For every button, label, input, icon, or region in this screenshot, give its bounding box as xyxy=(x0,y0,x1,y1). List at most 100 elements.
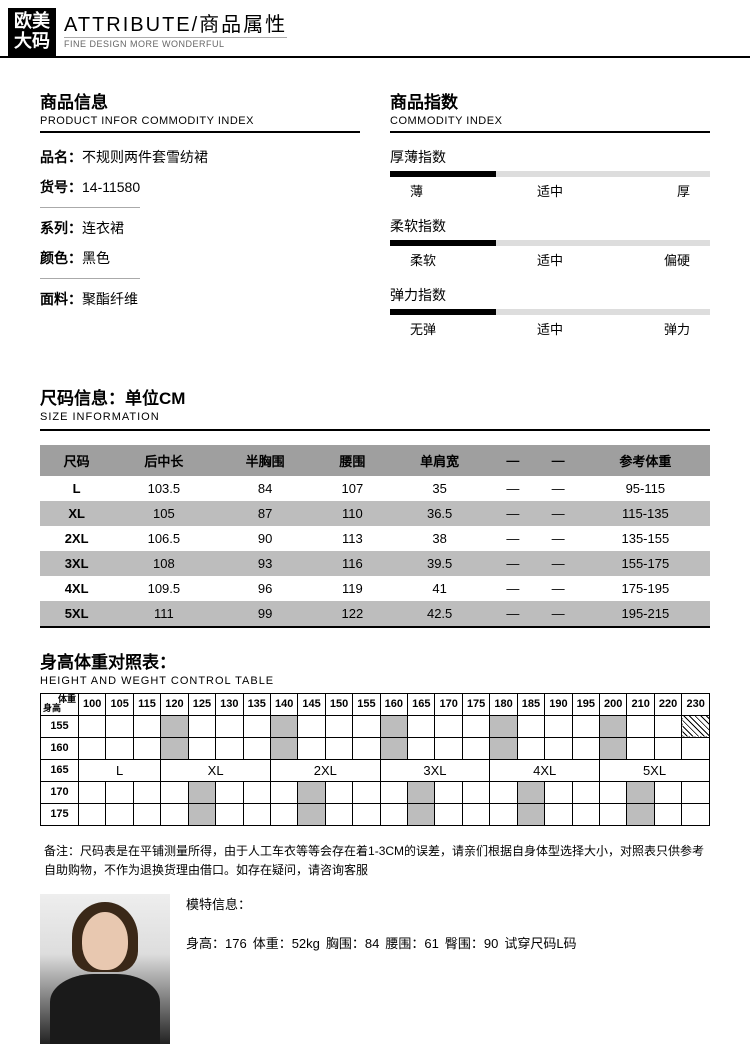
note-text: 备注：尺码表是在平铺测量所得，由于人工车衣等等会存在着1-3CM的误差，请亲们根… xyxy=(40,842,710,880)
control-table: 体重身高100105115120125130135140145150155160… xyxy=(40,693,710,826)
product-info-row: 系列：连衣裙 xyxy=(40,218,360,238)
page-header: 欧美 大码 ATTRIBUTE/商品属性 FINE DESIGN MORE WO… xyxy=(0,0,750,58)
height-header: 175 xyxy=(41,803,79,825)
size-col-header: 参考体重 xyxy=(581,445,710,476)
index-label: 柔软指数 xyxy=(390,216,710,236)
index-label: 厚薄指数 xyxy=(390,147,710,167)
size-col-header: 尺码 xyxy=(40,445,113,476)
weight-header: 140 xyxy=(270,693,297,715)
table-row: 3XL1089311639.5——155-175 xyxy=(40,551,710,576)
control-title: 身高体重对照表： xyxy=(40,648,710,673)
size-label-cell: 4XL xyxy=(490,759,600,781)
info-label: 货号： xyxy=(40,179,82,195)
weight-header: 130 xyxy=(216,693,243,715)
size-info-subtitle: SIZE INFORMATION xyxy=(40,411,710,431)
index-scale: 无弹适中弹力 xyxy=(390,319,710,338)
table-row: XL1058711036.5——115-135 xyxy=(40,501,710,526)
index-scale: 薄适中厚 xyxy=(390,181,710,200)
model-stat: 体重：52kg xyxy=(253,936,320,951)
weight-header: 180 xyxy=(490,693,517,715)
weight-header: 120 xyxy=(161,693,188,715)
height-header: 160 xyxy=(41,737,79,759)
size-col-header: 后中长 xyxy=(113,445,214,476)
info-label: 品名： xyxy=(40,149,82,165)
product-info-row: 颜色：黑色 xyxy=(40,248,360,268)
size-info-title: 尺码信息：单位CM xyxy=(40,384,710,409)
info-value: 14-11580 xyxy=(82,179,140,195)
model-stat: 腰围：61 xyxy=(385,936,438,951)
weight-header: 100 xyxy=(79,693,106,715)
product-info-row: 货号：14-11580 xyxy=(40,177,360,197)
product-info-title: 商品信息 xyxy=(40,88,360,113)
weight-header: 125 xyxy=(188,693,215,715)
model-stat: 试穿尺码L码 xyxy=(504,936,576,951)
index-bar xyxy=(390,171,710,177)
size-label-cell: 3XL xyxy=(380,759,490,781)
header-title-block: ATTRIBUTE/商品属性 FINE DESIGN MORE WONDERFU… xyxy=(64,8,287,49)
control-row: 175 xyxy=(41,803,710,825)
weight-header: 175 xyxy=(462,693,489,715)
commodity-index-section: 商品指数 COMMODITY INDEX 厚薄指数薄适中厚柔软指数柔软适中偏硬弹… xyxy=(390,88,710,354)
control-row: 160 xyxy=(41,737,710,759)
weight-header: 220 xyxy=(654,693,681,715)
height-header: 170 xyxy=(41,781,79,803)
table-row: 4XL109.59611941——175-195 xyxy=(40,576,710,601)
weight-header: 200 xyxy=(600,693,627,715)
table-row: 2XL106.59011338——135-155 xyxy=(40,526,710,551)
size-table: 尺码后中长半胸围腰围单肩宽——参考体重 L103.58410735——95-11… xyxy=(40,445,710,626)
weight-header: 160 xyxy=(380,693,407,715)
info-value: 不规则两件套雪纺裙 xyxy=(82,149,208,165)
model-stat: 臀围：90 xyxy=(445,936,498,951)
header-title: ATTRIBUTE/商品属性 xyxy=(64,8,287,37)
table-row: L103.58410735——95-115 xyxy=(40,476,710,501)
model-stat: 身高：176 xyxy=(186,936,247,951)
product-info-subtitle: PRODUCT INFOR COMMODITY INDEX xyxy=(40,115,360,133)
control-subtitle: HEIGHT AND WEGHT CONTROL TABLE xyxy=(40,675,710,693)
control-row: 165LXL2XL3XL4XL5XL xyxy=(41,759,710,781)
index-bar xyxy=(390,309,710,315)
weight-header: 195 xyxy=(572,693,599,715)
index-label: 弹力指数 xyxy=(390,285,710,305)
weight-header: 170 xyxy=(435,693,462,715)
size-col-header: 腰围 xyxy=(316,445,389,476)
control-row: 155 xyxy=(41,715,710,737)
table-row: 5XL1119912242.5——195-215 xyxy=(40,601,710,626)
corner-cell: 体重身高 xyxy=(41,693,79,715)
product-info-row: 面料：聚酯纤维 xyxy=(40,289,360,309)
logo-line2: 大码 xyxy=(14,32,50,52)
model-photo xyxy=(40,894,170,1044)
index-bar xyxy=(390,240,710,246)
brand-logo: 欧美 大码 xyxy=(8,8,56,56)
size-col-header: 半胸围 xyxy=(215,445,316,476)
product-info-section: 商品信息 PRODUCT INFOR COMMODITY INDEX 品名：不规… xyxy=(40,88,360,354)
info-value: 连衣裙 xyxy=(82,220,124,236)
weight-header: 145 xyxy=(298,693,325,715)
size-col-header: 单肩宽 xyxy=(389,445,490,476)
size-label-cell: 5XL xyxy=(600,759,710,781)
height-header: 165 xyxy=(41,759,79,781)
index-scale: 柔软适中偏硬 xyxy=(390,250,710,269)
size-col-header: — xyxy=(535,445,580,476)
control-table-section: 身高体重对照表： HEIGHT AND WEGHT CONTROL TABLE … xyxy=(40,648,710,826)
commodity-index-subtitle: COMMODITY INDEX xyxy=(390,115,710,133)
info-value: 聚酯纤维 xyxy=(82,291,138,307)
size-col-header: — xyxy=(490,445,535,476)
index-item: 厚薄指数薄适中厚 xyxy=(390,147,710,200)
header-subtitle: FINE DESIGN MORE WONDERFUL xyxy=(64,37,287,49)
weight-header: 105 xyxy=(106,693,133,715)
weight-header: 150 xyxy=(325,693,352,715)
size-label-cell: XL xyxy=(161,759,271,781)
product-info-row: 品名：不规则两件套雪纺裙 xyxy=(40,147,360,167)
model-stats: 身高：176 体重：52kg 胸围：84 腰围：61 臀围：90 试穿尺码L码 xyxy=(186,933,710,952)
control-row: 170 xyxy=(41,781,710,803)
logo-line1: 欧美 xyxy=(14,12,50,32)
index-item: 柔软指数柔软适中偏硬 xyxy=(390,216,710,269)
index-item: 弹力指数无弹适中弹力 xyxy=(390,285,710,338)
commodity-index-title: 商品指数 xyxy=(390,88,710,113)
weight-header: 210 xyxy=(627,693,654,715)
model-info-title: 模特信息： xyxy=(186,894,710,913)
info-value: 黑色 xyxy=(82,250,110,266)
info-label: 面料： xyxy=(40,291,82,307)
model-stat: 胸围：84 xyxy=(326,936,379,951)
weight-header: 165 xyxy=(408,693,435,715)
